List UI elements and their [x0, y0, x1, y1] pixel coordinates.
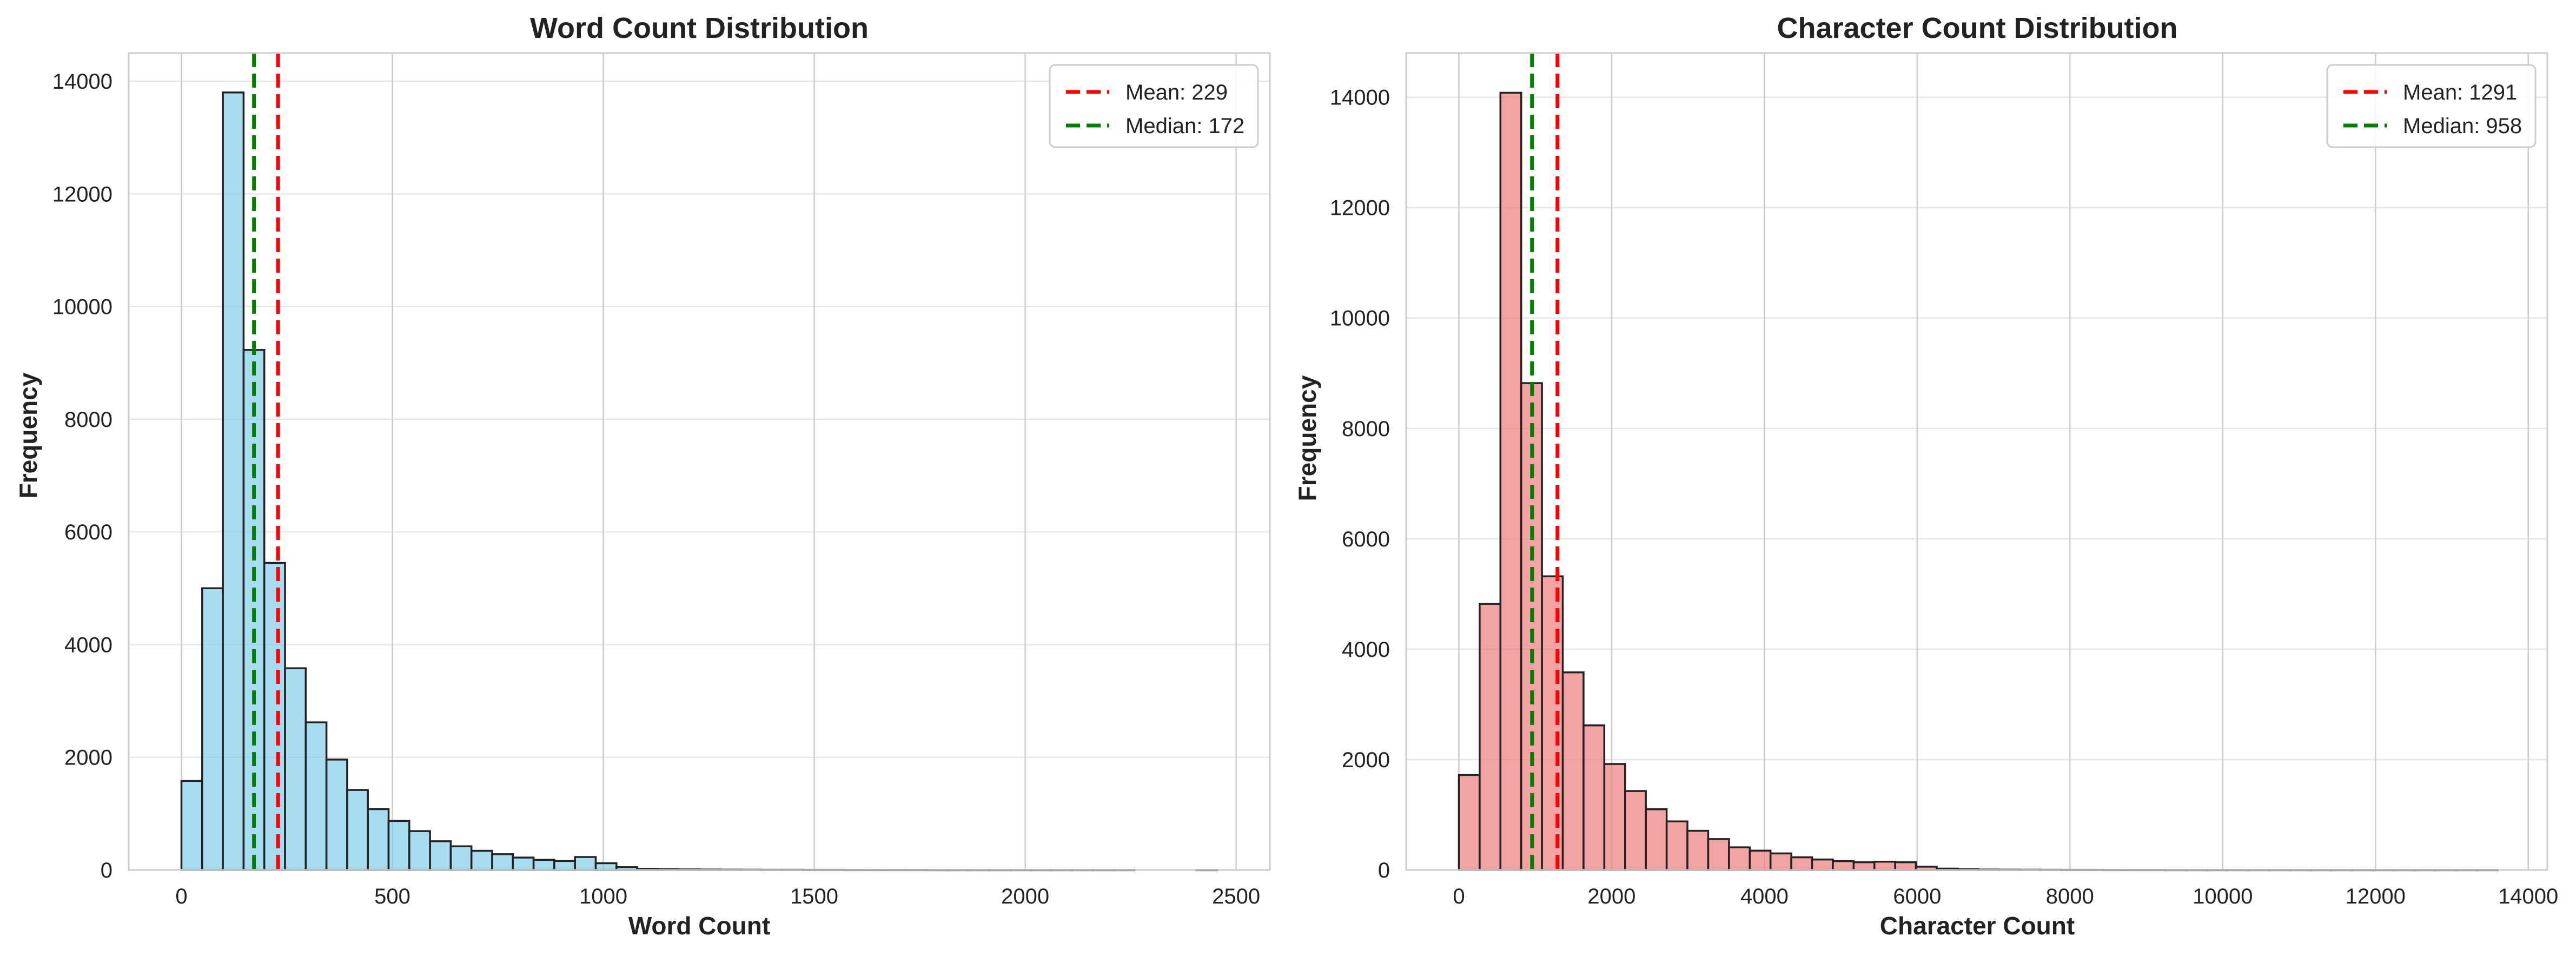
word-count-xtick-label-0: 0 — [175, 885, 187, 908]
char-count-bar-13 — [1728, 846, 1751, 871]
word-count-bar-16 — [512, 856, 535, 871]
word-count-bar-7 — [325, 759, 348, 871]
char-count-plot-area — [1405, 52, 2548, 872]
word-count-bar-14 — [470, 849, 493, 871]
char-count-xtick-label-2: 4000 — [1740, 885, 1789, 908]
word-count-frame — [128, 52, 1271, 871]
char-count-frame — [1405, 52, 2548, 871]
word-count-legend: Mean: 229 Median: 172 — [1049, 64, 1259, 148]
char-count-bar-10 — [1665, 820, 1688, 871]
char-count-bar-9 — [1645, 808, 1668, 871]
char-count-bar-1 — [1479, 603, 1502, 871]
word-count-ytick-label-5: 10000 — [52, 295, 112, 319]
word-count-bar-2 — [222, 91, 245, 871]
char-count-bar-8 — [1624, 790, 1647, 871]
word-count-panel: Word Count Distribution Word Count Frequ… — [14, 12, 1271, 940]
char-count-bar-11 — [1686, 829, 1710, 871]
word-count-bar-18 — [553, 860, 576, 871]
word-count-bar-15 — [491, 853, 514, 871]
char-count-ytick-label-6: 12000 — [1330, 196, 1390, 220]
word-count-ytick-label-2: 4000 — [64, 633, 112, 657]
char-count-bar-4 — [1541, 575, 1564, 871]
word-count-ytick-label-7: 14000 — [52, 70, 112, 94]
char-count-bar-2 — [1499, 91, 1522, 871]
word-count-bar-17 — [532, 859, 555, 871]
char-count-ylabel: Frequency — [1293, 375, 1321, 501]
char-count-xtick-label-7: 14000 — [2498, 885, 2558, 908]
char-count-xlabel: Character Count — [1880, 912, 2075, 940]
word-count-bar-20 — [594, 862, 618, 871]
char-count-ytick-label-7: 14000 — [1330, 86, 1390, 110]
word-count-xlabel: Word Count — [628, 912, 770, 940]
word-count-bar-1 — [201, 587, 224, 871]
char-count-ytick-label-0: 0 — [1378, 859, 1390, 882]
word-count-ytick-label-3: 6000 — [64, 520, 112, 544]
char-count-legend-label-1: Median: 958 — [2403, 114, 2522, 138]
char-count-bar-20 — [1873, 860, 1896, 871]
char-count-legend-box — [2326, 64, 2537, 148]
char-count-xtick-label-3: 6000 — [1893, 885, 1941, 908]
char-count-ytick-label-2: 4000 — [1342, 638, 1390, 662]
char-count-bar-16 — [1790, 856, 1813, 871]
char-count-bar-15 — [1769, 852, 1792, 871]
char-count-ytick-label-5: 10000 — [1330, 307, 1390, 331]
word-count-title: Word Count Distribution — [530, 12, 869, 44]
word-count-bar-10 — [387, 820, 410, 871]
word-count-bar-11 — [408, 830, 431, 871]
word-count-ytick-label-4: 8000 — [64, 408, 112, 432]
word-count-plot-area — [128, 52, 1271, 872]
char-count-xtick-label-1: 2000 — [1587, 885, 1635, 908]
word-count-xtick-label-3: 1500 — [790, 885, 838, 908]
word-count-legend-label-1: Median: 172 — [1125, 114, 1244, 138]
char-count-legend: Mean: 1291 Median: 958 — [2326, 64, 2537, 148]
word-count-bar-6 — [304, 721, 328, 871]
word-count-legend-box — [1049, 64, 1259, 148]
char-count-legend-label-0: Mean: 1291 — [2403, 81, 2517, 104]
char-count-xtick-label-5: 10000 — [2193, 885, 2253, 908]
char-count-bar-14 — [1749, 849, 1772, 871]
word-count-bar-9 — [367, 808, 390, 871]
char-count-xtick-label-0: 0 — [1453, 885, 1465, 908]
word-count-bar-4 — [263, 562, 286, 871]
character-count-panel: Character Count Distribution Character C… — [1293, 12, 2558, 940]
char-count-title: Character Count Distribution — [1777, 12, 2177, 44]
char-count-bar-19 — [1852, 861, 1876, 871]
word-count-bar-0 — [180, 780, 203, 871]
word-count-bar-8 — [346, 789, 369, 871]
char-count-bar-5 — [1561, 671, 1585, 871]
char-count-bar-0 — [1458, 774, 1481, 871]
char-count-bar-21 — [1894, 861, 1917, 871]
char-count-xtick-label-6: 12000 — [2346, 885, 2406, 908]
word-count-xtick-label-1: 500 — [374, 885, 410, 908]
char-count-bar-18 — [1832, 860, 1855, 871]
char-count-xtick-label-4: 8000 — [2046, 885, 2094, 908]
word-count-bar-19 — [574, 856, 597, 871]
char-count-ytick-label-4: 8000 — [1342, 417, 1390, 441]
word-count-ytick-label-0: 0 — [101, 859, 112, 882]
word-count-bar-13 — [449, 845, 473, 871]
char-count-bar-6 — [1582, 724, 1606, 871]
char-count-ytick-label-3: 6000 — [1342, 528, 1390, 551]
word-count-xtick-label-2: 1000 — [579, 885, 627, 908]
word-count-xtick-label-4: 2000 — [1001, 885, 1049, 908]
word-count-bar-5 — [284, 667, 307, 871]
char-count-bar-17 — [1811, 858, 1834, 871]
word-count-xtick-label-5: 2500 — [1212, 885, 1260, 908]
word-count-ytick-label-6: 12000 — [52, 182, 112, 206]
char-count-bar-12 — [1707, 838, 1730, 871]
word-count-legend-label-0: Mean: 229 — [1125, 81, 1228, 104]
char-count-ytick-label-1: 2000 — [1342, 748, 1390, 772]
word-count-ylabel: Frequency — [14, 372, 42, 498]
char-count-bar-7 — [1603, 763, 1626, 871]
word-count-ytick-label-1: 2000 — [64, 746, 112, 770]
word-count-bar-12 — [429, 840, 452, 871]
